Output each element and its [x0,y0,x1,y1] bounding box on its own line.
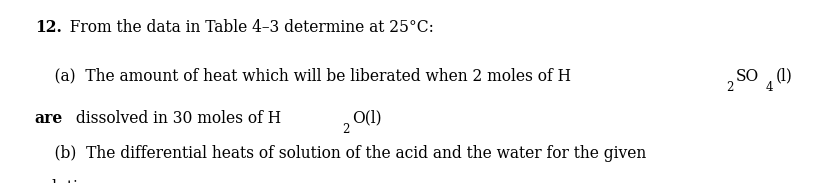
Text: dissolved in 30 moles of H: dissolved in 30 moles of H [71,110,281,127]
Text: From the data in Table 4–3 determine at 25°C:: From the data in Table 4–3 determine at … [60,19,434,36]
Text: (b)  The differential heats of solution of the acid and the water for the given: (b) The differential heats of solution o… [35,145,645,162]
Text: 12.: 12. [35,19,61,36]
Text: SO: SO [735,68,758,85]
Text: are: are [35,110,63,127]
Text: 4: 4 [765,81,772,94]
Text: 2: 2 [725,81,733,94]
Text: (a)  The amount of heat which will be liberated when 2 moles of H: (a) The amount of heat which will be lib… [35,68,570,85]
Text: solution.: solution. [35,179,102,183]
Text: 2: 2 [342,123,349,136]
Text: O(l): O(l) [351,110,381,127]
Text: (l): (l) [775,68,791,85]
